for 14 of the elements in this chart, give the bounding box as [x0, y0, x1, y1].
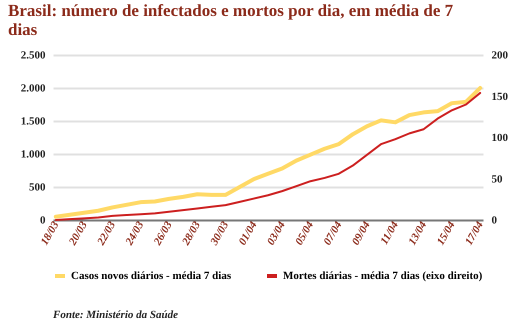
chart-title: Brasil: número de infectados e mortos por dia, em média de 7 dias: [8, 1, 454, 39]
y2-tick-label: 100: [492, 132, 508, 144]
y2-tick-label: 0: [492, 214, 498, 226]
legend-label: Casos novos diários - média 7 dias: [71, 270, 232, 282]
y-tick-label: 2.500: [20, 50, 46, 62]
y2-tick-label: 200: [492, 50, 508, 62]
y2-tick-label: 150: [492, 90, 508, 103]
source-note: Fonte: Ministério da Saúde: [52, 309, 178, 321]
legend-label: Mortes diárias - média 7 dias (eixo direito): [283, 270, 483, 282]
y2-tick-label: 50: [492, 173, 503, 186]
y-tick-label: 1.500: [20, 116, 46, 128]
y-tick-label: 500: [29, 182, 46, 194]
y-tick-label: 1.000: [20, 148, 46, 160]
y-tick-label: 2.000: [20, 82, 46, 94]
